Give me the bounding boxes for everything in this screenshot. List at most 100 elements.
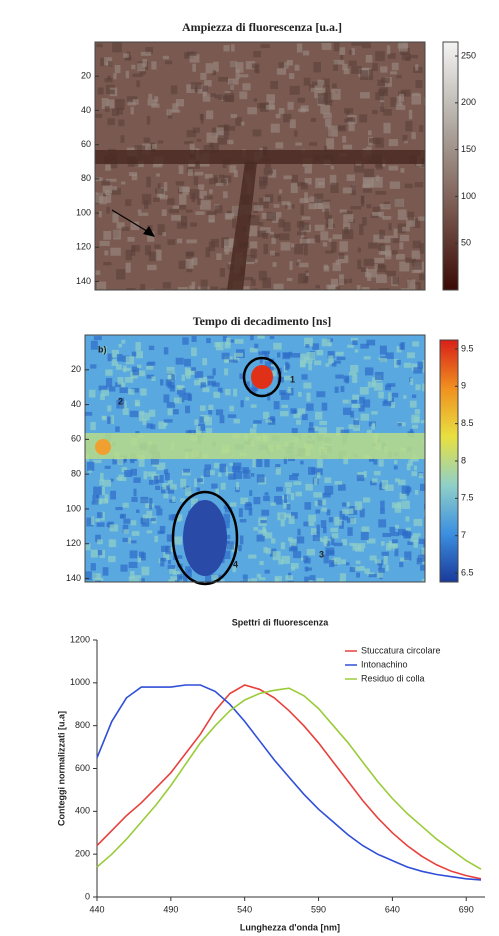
colorbar-tick-label: 9.5: [461, 343, 474, 353]
heatmap-cell: [195, 371, 204, 378]
heatmap-cell: [241, 122, 245, 126]
heatmap-cell: [270, 502, 276, 505]
heatmap-cell: [362, 527, 370, 533]
heatmap-cell: [123, 519, 130, 524]
heatmap-cell: [152, 144, 157, 149]
heatmap-cell: [223, 95, 234, 101]
annotation: 2: [118, 396, 123, 406]
heatmap-cell: [411, 415, 419, 423]
heatmap-cell: [350, 206, 361, 209]
heatmap-cell: [211, 484, 217, 489]
heatmap-cell: [321, 508, 327, 512]
heatmap-cell: [263, 177, 267, 183]
heatmap-cell: [297, 221, 304, 227]
heatmap-cell: [146, 511, 152, 518]
heatmap-cell: [131, 245, 139, 252]
heatmap-cell: [308, 515, 316, 522]
heatmap-cell: [290, 119, 296, 128]
heatmap-cell: [400, 168, 404, 173]
heatmap-cell: [173, 536, 182, 544]
heatmap-cell: [156, 173, 160, 176]
heatmap-cell: [206, 110, 213, 119]
heatmap-cell: [417, 558, 423, 564]
heatmap-cell: [313, 492, 322, 497]
heatmap-cell: [128, 389, 134, 395]
heatmap-cell: [141, 567, 149, 576]
heatmap-cell: [227, 140, 233, 144]
heatmap-cell: [139, 411, 144, 415]
heatmap-cell: [163, 282, 171, 288]
heatmap-cell: [177, 239, 182, 244]
heatmap-cell: [374, 471, 381, 475]
heatmap-cell: [322, 403, 328, 411]
heatmap-cell: [169, 209, 179, 213]
heatmap-cell: [131, 497, 137, 502]
heatmap-cell: [334, 60, 345, 65]
y-tick-label: 140: [66, 573, 81, 583]
heatmap-cell: [116, 269, 125, 279]
heatmap-cell: [390, 181, 400, 188]
heatmap-cell: [235, 117, 242, 126]
heatmap-cell: [98, 87, 104, 94]
heatmap-cell: [346, 502, 349, 507]
heatmap-cell: [383, 123, 390, 134]
heatmap-cell: [203, 93, 211, 101]
heatmap-cell: [311, 468, 316, 474]
heatmap-cell: [368, 130, 372, 135]
heatmap-cell: [389, 139, 398, 146]
heatmap-cell: [283, 175, 292, 179]
heatmap-cell: [329, 517, 333, 522]
heatmap-cell: [415, 409, 420, 414]
x-tick-label: 490: [163, 904, 178, 914]
y-tick-label: 200: [75, 849, 90, 859]
heatmap-cell: [405, 121, 412, 131]
heatmap-cell: [144, 138, 151, 143]
heatmap-cell: [298, 392, 302, 397]
heatmap-cell: [314, 478, 318, 485]
heatmap-cell: [394, 466, 398, 470]
heatmap-cell: [151, 104, 159, 108]
heatmap-cell: [125, 199, 131, 206]
heatmap-cell: [191, 82, 202, 89]
colorbar-tick-label: 250: [461, 50, 476, 60]
heatmap-cell: [206, 338, 211, 343]
heatmap-cell: [279, 189, 282, 193]
heatmap-cell: [289, 261, 292, 270]
heatmap-cell: [106, 378, 112, 387]
heatmap-cell: [188, 169, 193, 176]
heatmap-cell: [403, 395, 406, 399]
heatmap-cell: [163, 394, 169, 402]
heatmap-cell: [218, 77, 228, 82]
heatmap-cell: [123, 53, 129, 57]
heatmap-cell: [396, 105, 405, 110]
heatmap-cell: [311, 88, 322, 92]
heatmap-cell: [278, 196, 282, 202]
heatmap-cell: [208, 381, 216, 386]
heatmap-cell: [323, 527, 327, 533]
heatmap-cell: [360, 92, 370, 98]
heatmap-cell: [355, 501, 362, 510]
heatmap-cell: [186, 269, 192, 272]
heatmap-cell: [342, 509, 349, 514]
heatmap-cell: [367, 204, 372, 208]
heatmap-cell: [190, 189, 200, 199]
heatmap-cell: [269, 101, 275, 109]
heatmap-cell: [112, 213, 118, 222]
heatmap-cell: [315, 225, 325, 231]
spot: [183, 500, 227, 576]
heatmap-cell: [360, 344, 369, 349]
heatmap-cell: [346, 562, 350, 565]
heatmap-cell: [365, 367, 373, 375]
heatmap-cell: [312, 343, 319, 350]
heatmap-cell: [132, 531, 140, 536]
heatmap-cell: [350, 518, 356, 524]
x-tick-label: 640: [385, 904, 400, 914]
heatmap-cell: [378, 392, 384, 399]
heatmap-cell: [372, 177, 383, 188]
heatmap-cell: [300, 461, 303, 465]
heatmap-cell: [155, 506, 161, 509]
heatmap-cell: [306, 352, 315, 360]
heatmap-cell: [405, 516, 409, 521]
heatmap-cell: [115, 426, 120, 432]
heatmap-cell: [282, 201, 291, 205]
